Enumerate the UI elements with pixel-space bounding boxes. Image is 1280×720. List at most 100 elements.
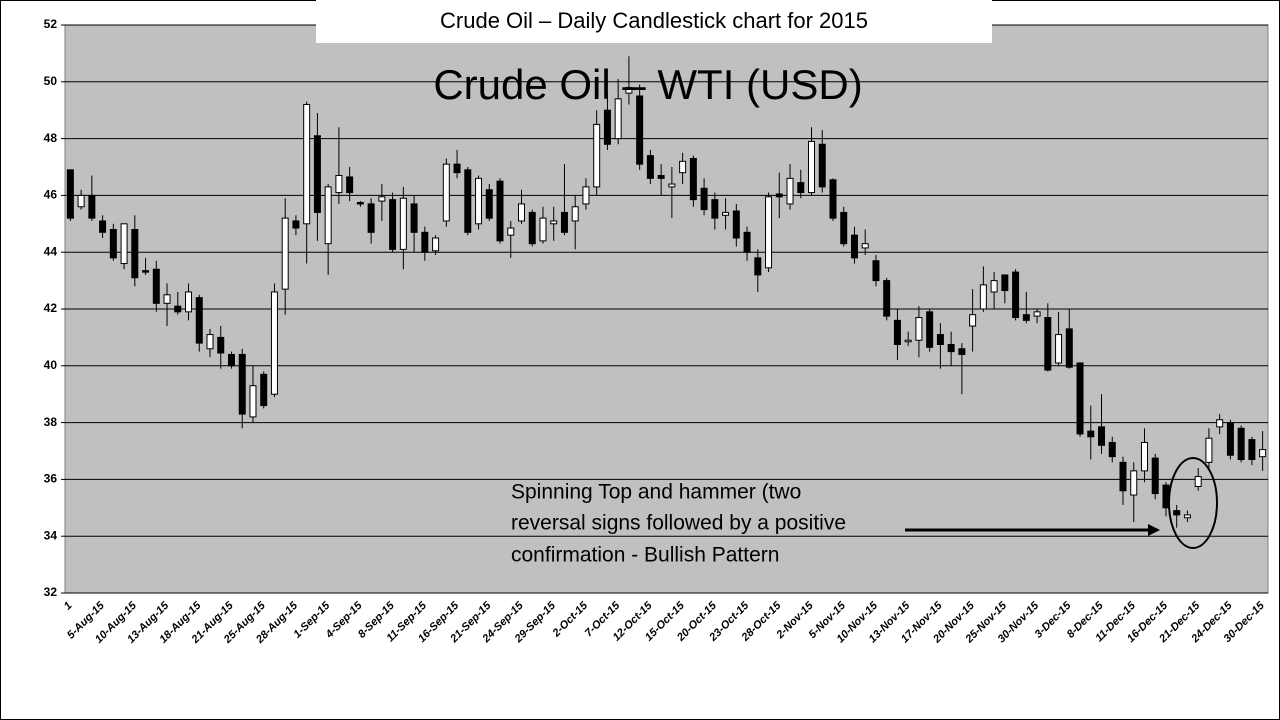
candle-body [356, 202, 364, 205]
candle-body [979, 284, 987, 310]
candle-body [818, 143, 826, 188]
y-tick-label: 52 [44, 17, 58, 31]
y-tick-label: 38 [44, 415, 58, 429]
candle-body [152, 268, 160, 304]
candle-body [66, 169, 74, 219]
y-tick-label: 32 [44, 585, 58, 599]
candle-body [346, 176, 354, 194]
candle-body [861, 243, 869, 249]
candle-body [507, 227, 515, 236]
candle-body [915, 317, 923, 341]
candle-body [324, 186, 332, 245]
candle-body [700, 187, 708, 211]
candle-body [711, 199, 719, 219]
candle-body [1151, 457, 1159, 495]
candle-body [1183, 514, 1191, 519]
title-box [316, 0, 992, 43]
candle-body [249, 385, 257, 418]
y-tick-label: 44 [44, 244, 58, 258]
candle-body [1216, 419, 1224, 428]
candle-body [829, 179, 837, 219]
chart-subtitle: Crude Oil – WTI (USD) [433, 61, 862, 108]
candle-body [947, 344, 955, 353]
candle-body [550, 220, 558, 225]
candle-body [453, 163, 461, 174]
y-tick-label: 46 [44, 188, 58, 202]
candle-body [1012, 271, 1020, 319]
candle-body [969, 314, 977, 327]
candle-body [1119, 461, 1127, 492]
candle-body [367, 203, 375, 233]
candle-body [539, 217, 547, 242]
candle-body [389, 199, 397, 250]
candle-body [131, 228, 139, 279]
candle-body [883, 280, 891, 317]
candle-body [958, 348, 966, 355]
candle-body [142, 270, 150, 273]
candle-body [1001, 274, 1009, 292]
candle-body [313, 135, 321, 213]
candle-body [227, 353, 235, 367]
candle-body [636, 95, 644, 165]
candle-body [786, 177, 794, 205]
candle-body [1044, 317, 1052, 371]
candle-body [1022, 314, 1030, 321]
candle-body [432, 237, 440, 252]
candle-body [485, 189, 493, 219]
candle-body [281, 217, 289, 290]
candle-body [560, 211, 568, 233]
candle-body [1205, 437, 1213, 463]
candle-body [1237, 427, 1245, 461]
y-tick-label: 42 [44, 301, 58, 315]
candle-body [109, 228, 117, 259]
candle-body [88, 194, 96, 219]
candle-body [732, 210, 740, 239]
candle-body [399, 197, 407, 250]
candle-body [464, 169, 472, 233]
candle-body [99, 220, 107, 233]
candle-body [668, 183, 676, 188]
candle-body [528, 211, 536, 245]
candle-body [206, 334, 214, 350]
candle-body [1108, 441, 1116, 458]
y-tick-label: 40 [44, 358, 58, 372]
candle-body [936, 334, 944, 345]
candles [66, 56, 1267, 528]
candle-body [517, 203, 525, 222]
candle-body [163, 294, 171, 304]
candle-body [1098, 426, 1106, 446]
candle-body [614, 98, 622, 140]
candle-body [1055, 334, 1063, 364]
candle-body [1226, 422, 1234, 456]
y-tick-label: 50 [44, 74, 58, 88]
candle-body [797, 182, 805, 194]
candle-body [990, 280, 998, 293]
candle-body [593, 123, 601, 188]
candle-body [410, 203, 418, 233]
candle-body [1173, 510, 1181, 516]
candle-body [442, 163, 450, 222]
candle-body [1259, 449, 1267, 458]
candle-body [303, 104, 311, 225]
candle-body [1065, 328, 1073, 368]
candle-body [872, 260, 880, 282]
y-tick-label: 36 [44, 472, 58, 486]
candle-body [840, 211, 848, 245]
candle-body [421, 231, 429, 253]
candle-body [292, 220, 300, 229]
candle-body [475, 177, 483, 225]
candle-body [722, 211, 730, 216]
candle-body [378, 196, 386, 202]
candle-body [689, 157, 697, 201]
chart-title: Crude Oil – Daily Candlestick chart for … [440, 8, 868, 33]
candle-body [174, 305, 182, 313]
candle-body [217, 336, 225, 354]
candle-body [775, 193, 783, 198]
candle-body [808, 140, 816, 194]
candle-body [1033, 311, 1041, 317]
y-tick-label: 34 [44, 528, 58, 542]
candle-body [260, 373, 268, 407]
annotation: reversal signs followed by a positive [511, 512, 846, 535]
